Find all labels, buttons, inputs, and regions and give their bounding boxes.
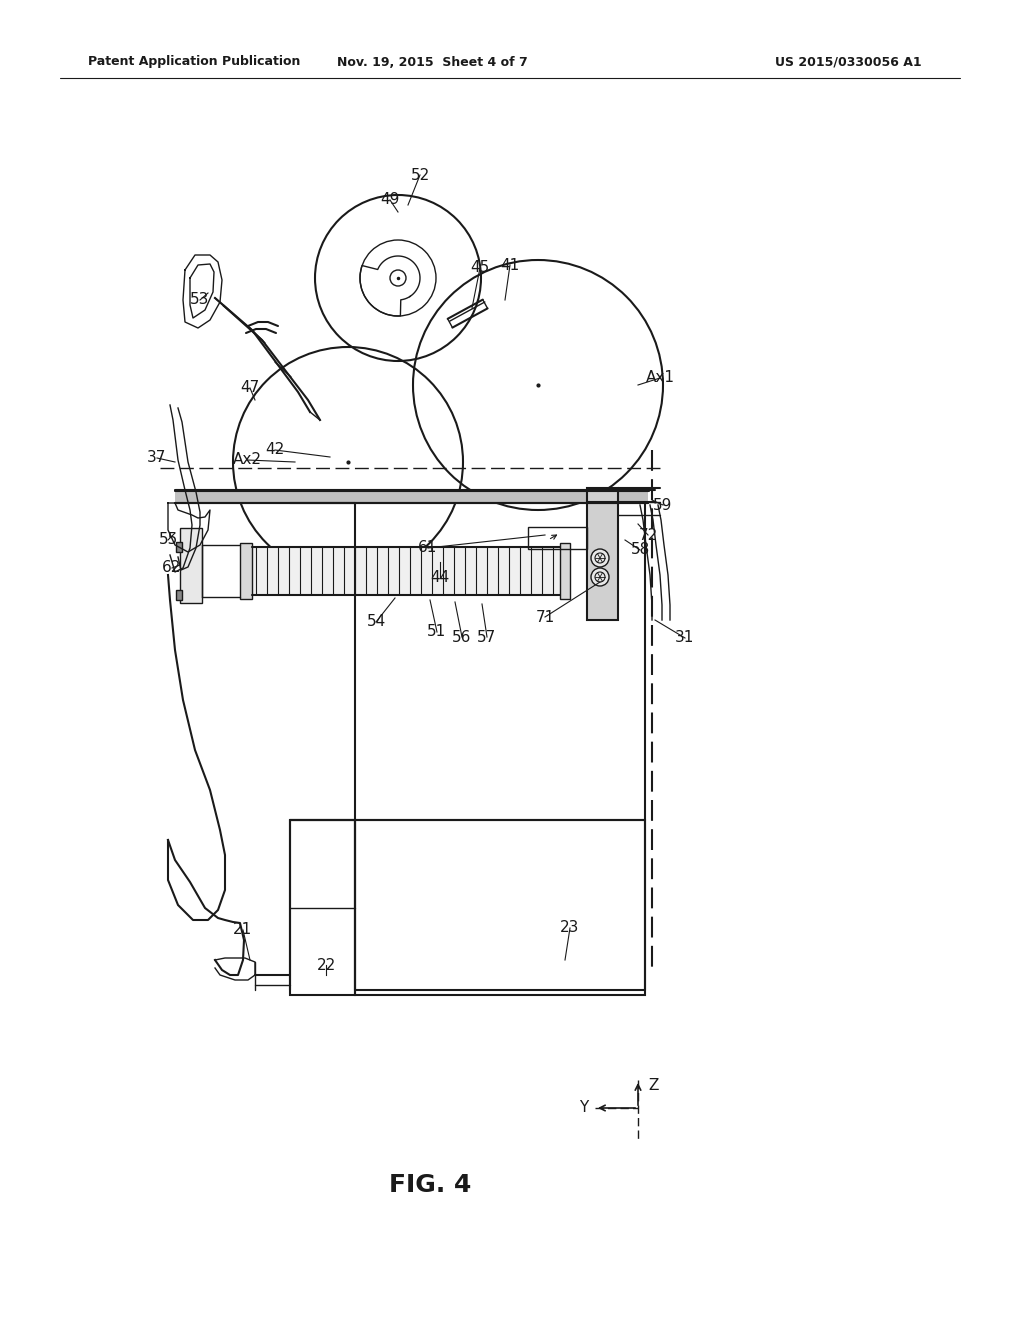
Text: 71: 71 bbox=[536, 610, 555, 624]
Text: 49: 49 bbox=[380, 193, 399, 207]
Text: Ax2: Ax2 bbox=[232, 453, 261, 467]
Bar bbox=[175, 490, 648, 503]
Text: 53: 53 bbox=[190, 293, 210, 308]
Text: FIG. 4: FIG. 4 bbox=[389, 1173, 471, 1197]
Text: 59: 59 bbox=[653, 498, 673, 512]
Text: 52: 52 bbox=[411, 168, 430, 182]
Bar bbox=[560, 543, 570, 599]
Text: 61: 61 bbox=[419, 540, 437, 556]
Text: 51: 51 bbox=[427, 624, 446, 639]
Bar bbox=[355, 820, 645, 995]
Bar bbox=[290, 820, 355, 995]
Text: 23: 23 bbox=[560, 920, 580, 936]
Bar bbox=[240, 543, 252, 599]
Text: Nov. 19, 2015  Sheet 4 of 7: Nov. 19, 2015 Sheet 4 of 7 bbox=[337, 55, 527, 69]
Text: 31: 31 bbox=[675, 631, 694, 645]
Bar bbox=[252, 546, 560, 595]
Text: 57: 57 bbox=[477, 630, 497, 644]
Circle shape bbox=[591, 568, 609, 586]
Circle shape bbox=[591, 549, 609, 568]
Text: Z: Z bbox=[648, 1078, 658, 1093]
Text: Patent Application Publication: Patent Application Publication bbox=[88, 55, 300, 69]
Text: 22: 22 bbox=[316, 957, 336, 973]
Text: 21: 21 bbox=[233, 923, 253, 937]
Text: 55: 55 bbox=[159, 532, 177, 548]
Bar bbox=[587, 488, 618, 620]
Text: Ax1: Ax1 bbox=[645, 371, 675, 385]
Text: 42: 42 bbox=[265, 442, 285, 458]
Text: 47: 47 bbox=[241, 380, 260, 396]
Text: 45: 45 bbox=[470, 260, 489, 276]
Bar bbox=[528, 527, 587, 549]
Text: 72: 72 bbox=[638, 528, 657, 543]
Text: 41: 41 bbox=[501, 257, 519, 272]
Bar bbox=[176, 543, 182, 552]
Text: US 2015/0330056 A1: US 2015/0330056 A1 bbox=[775, 55, 922, 69]
Text: 62: 62 bbox=[163, 561, 181, 576]
Text: 54: 54 bbox=[367, 615, 386, 630]
Text: 56: 56 bbox=[453, 630, 472, 644]
Bar bbox=[180, 528, 202, 603]
Text: 44: 44 bbox=[430, 570, 450, 586]
Text: 37: 37 bbox=[147, 450, 167, 466]
Text: 58: 58 bbox=[631, 543, 649, 557]
Text: Y: Y bbox=[579, 1101, 588, 1115]
Bar bbox=[176, 590, 182, 601]
